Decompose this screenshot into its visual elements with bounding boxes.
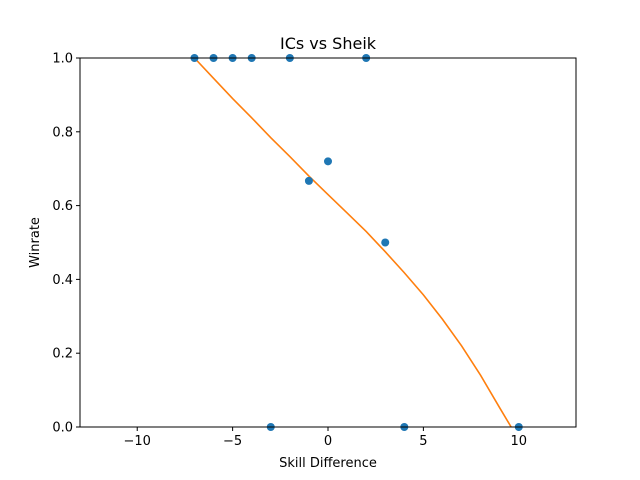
- axes-background: [80, 58, 576, 427]
- y-tick-label: 1.0: [52, 52, 73, 67]
- y-tick-label: 0.4: [52, 273, 73, 288]
- y-tick-label: 0.2: [52, 347, 73, 362]
- x-axis-label: Skill Difference: [279, 456, 377, 471]
- x-tick-label: 5: [419, 434, 427, 449]
- data-point: [324, 157, 332, 166]
- axes-frame: [79, 57, 577, 428]
- fit-line: [193, 58, 512, 427]
- plot-area: −10 −5 0 5 10 0.0 0.2 0.4 0.6 0.8 1.0: [52, 52, 577, 449]
- data-point: [381, 238, 390, 247]
- y-tick-label: 0.6: [52, 199, 73, 214]
- data-point: [304, 176, 313, 185]
- x-tick-label: −10: [124, 434, 151, 449]
- y-tick-label: 0.0: [52, 421, 73, 436]
- series-layer: [190, 54, 523, 431]
- chart-title: ICs vs Sheik: [280, 34, 377, 53]
- x-tick-label: −5: [223, 434, 242, 449]
- y-tick-label: 0.8: [52, 125, 73, 140]
- x-tick-label: 0: [324, 434, 332, 449]
- x-tick-label: 10: [510, 434, 527, 449]
- y-axis-label: Winrate: [28, 217, 43, 268]
- x-axis-ticks: −10 −5 0 5 10: [124, 427, 527, 449]
- y-axis-ticks: 0.0 0.2 0.4 0.6 0.8 1.0: [52, 52, 80, 436]
